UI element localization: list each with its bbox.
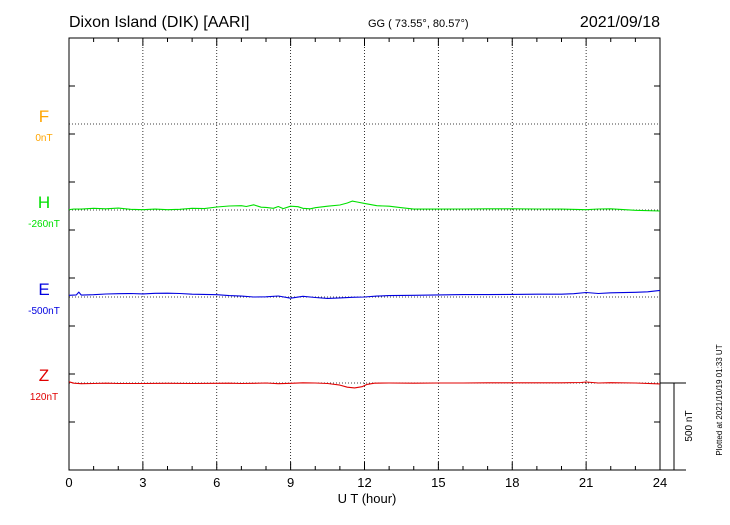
grid: [69, 38, 660, 470]
x-axis-label: U T (hour): [338, 491, 397, 506]
plotted-timestamp: Plotted at 2021/10/19 01:33 UT: [715, 344, 724, 455]
x-tick-label: 6: [213, 475, 220, 490]
date-label: 2021/09/18: [580, 14, 660, 31]
x-axis: 0 3 6 9 12 15 18 21 24: [65, 37, 667, 490]
x-tick-label: 0: [65, 475, 72, 490]
series-line-E: [68, 289, 661, 299]
x-tick-label: 24: [653, 475, 667, 490]
x-tick-label: 15: [431, 475, 445, 490]
series-name-F: F: [39, 107, 49, 126]
scale-bar: 500 nT: [660, 382, 695, 471]
series-baseline-H: -260nT: [28, 219, 60, 230]
coordinates-label: GG ( 73.55°, 80.57°): [368, 18, 469, 30]
series-baseline-F: 0nT: [35, 133, 52, 144]
series-lines: [68, 200, 661, 389]
x-tick-label: 18: [505, 475, 519, 490]
series-line-H: [68, 200, 661, 212]
series-line-Z: [68, 381, 661, 389]
scale-bar-label: 500 nT: [684, 410, 695, 441]
x-tick-label: 9: [287, 475, 294, 490]
x-tick-label: 3: [139, 475, 146, 490]
series-baseline-E: -500nT: [28, 306, 60, 317]
chart-title: Dixon Island (DIK) [AARI]: [69, 14, 250, 31]
series-name-Z: Z: [39, 366, 49, 385]
series-labels: F 0nT H -260nT E -500nT Z 120nT: [28, 107, 60, 403]
x-tick-label: 12: [357, 475, 371, 490]
series-baseline-Z: 120nT: [30, 392, 58, 403]
series-name-H: H: [38, 193, 50, 212]
series-name-E: E: [38, 280, 49, 299]
x-tick-label: 21: [579, 475, 593, 490]
